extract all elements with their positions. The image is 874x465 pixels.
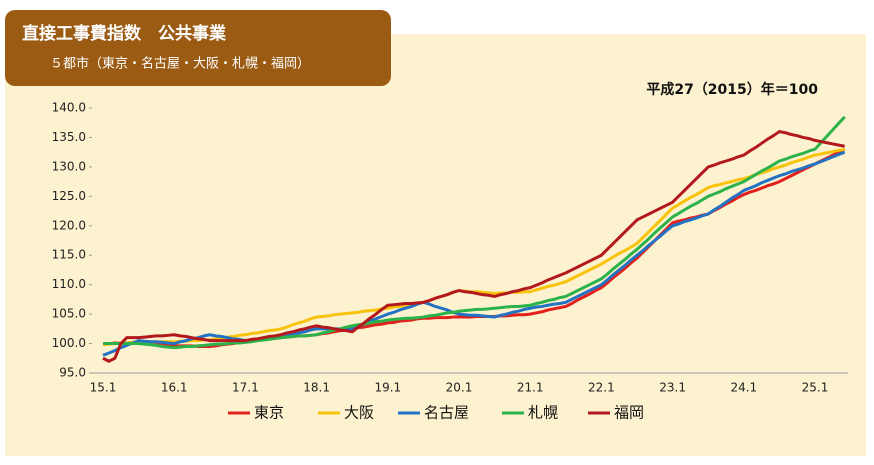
title-box: [5, 10, 391, 86]
legend-label: 札幌: [528, 404, 558, 422]
x-tick-label: 23.1: [659, 381, 686, 395]
base-note: 平成27（2015）年＝100: [646, 81, 818, 98]
y-tick-label: 115.0: [52, 248, 86, 262]
y-tick-label: 120.0: [52, 218, 86, 232]
chart-subtitle: ５都市（東京・名古屋・大阪・札幌・福岡）: [50, 56, 310, 72]
x-tick-label: 24.1: [730, 381, 757, 395]
y-tick-label: 110.0: [52, 277, 86, 291]
x-tick-label: 15.1: [90, 381, 117, 395]
x-tick-label: 20.1: [446, 381, 473, 395]
series-line: [102, 150, 846, 357]
legend-label: 東京: [254, 404, 284, 422]
y-tick-label: 135.0: [52, 130, 86, 144]
x-tick-label: 17.1: [232, 381, 259, 395]
y-tick-label: 100.0: [52, 336, 86, 350]
legend-label: 大阪: [344, 404, 374, 422]
x-tick-label: 21.1: [517, 381, 544, 395]
y-tick-label: 95.0: [59, 366, 86, 380]
chart-background: [5, 34, 866, 456]
x-tick-label: 22.1: [588, 381, 615, 395]
series-line: [103, 115, 846, 350]
chart-title: 直接工事費指数 公共事業: [22, 23, 226, 44]
legend-label: 名古屋: [424, 404, 469, 422]
legend-label: 福岡: [614, 404, 644, 422]
series-line: [102, 130, 845, 363]
x-tick-label: 19.1: [374, 381, 401, 395]
x-tick-label: 18.1: [303, 381, 330, 395]
y-tick-label: 130.0: [52, 159, 86, 173]
x-tick-label: 16.1: [161, 381, 188, 395]
x-tick-label: 25.1: [802, 381, 829, 395]
y-tick-label: 140.0: [52, 101, 86, 115]
y-tick-label: 125.0: [52, 189, 86, 203]
y-tick-label: 105.0: [52, 307, 86, 321]
